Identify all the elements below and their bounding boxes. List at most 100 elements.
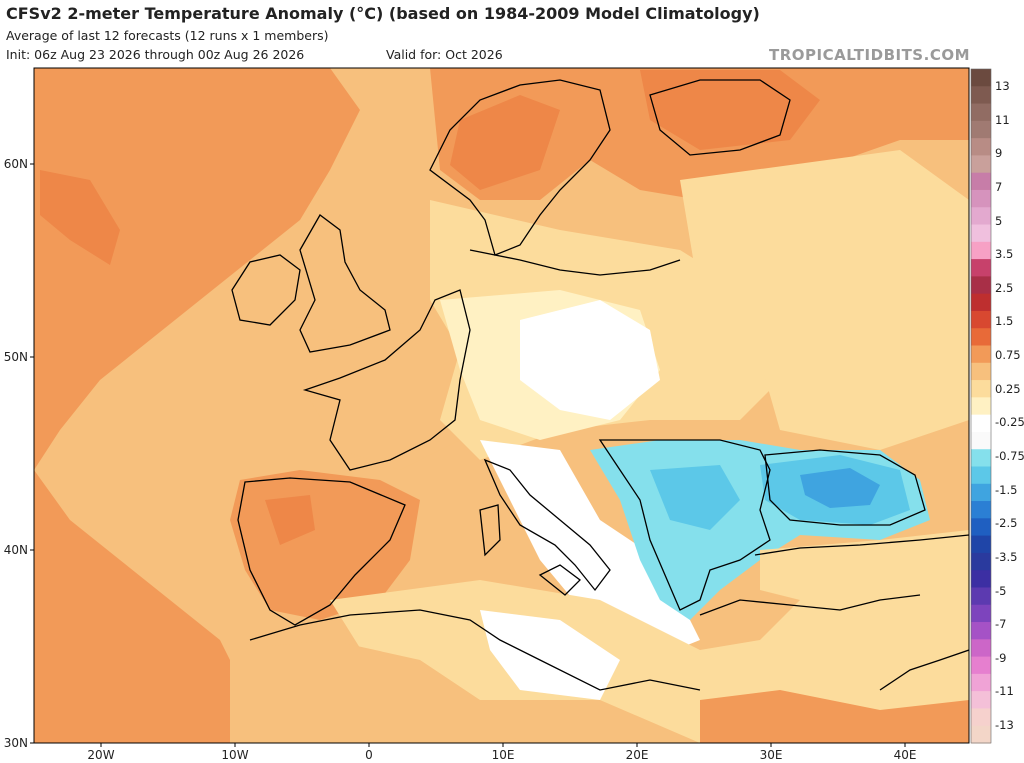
colorbar-segment [971,673,991,692]
coast-levant [879,649,969,691]
colorbar-segment [971,483,991,502]
colorbar-segment [971,138,991,157]
colorbar-segment [971,604,991,623]
field-neutral-italy [480,440,700,660]
field-east-europe-light [680,150,969,450]
colorbar-segment [971,172,991,191]
field-bulgaria-cool [650,465,740,530]
colorbar-segment [971,552,991,571]
colorbar-segment [971,310,991,329]
colorbar-segment [971,414,991,433]
colorbar-segment [971,69,991,87]
lat-label: 60N [4,157,28,171]
colorbar-segment [971,570,991,589]
colorbar-segment [971,224,991,243]
coast-scandinavia [429,79,611,256]
colorbar-segment [971,259,991,277]
colorbar-segment [971,725,991,744]
colorbar-segment [971,380,991,398]
colorbar-segment [971,293,991,312]
map-frame [30,67,970,747]
lon-label: 10W [221,748,248,762]
colorbar-label: -9 [995,650,1007,665]
colorbar-label: 7 [995,179,1003,194]
field-iberia-core [265,495,315,545]
colorbar-segment [971,155,991,174]
colorbar-segment [971,535,991,554]
colorbar [970,68,992,744]
map-title: CFSv2 2-meter Temperature Anomaly (°C) (… [6,4,760,23]
colorbar-segment [971,103,991,122]
colorbar-segment [971,431,991,450]
colorbar-segment [971,501,991,519]
field-warm-core-west [40,170,120,265]
field-france-warm [310,320,470,470]
coast-turkey-north [754,534,969,556]
lon-label: 0 [365,748,373,762]
anomaly-field [34,68,969,743]
lon-label: 10E [492,748,515,762]
colorbar-segment [971,189,991,208]
map-border [33,67,970,744]
coast-finland [649,79,791,156]
coast-baltic-south [469,249,681,276]
colorbar-segment [971,708,991,727]
field-north-africa-warm [230,640,520,743]
colorbar-segment [971,691,991,710]
coast-france [302,289,471,471]
colorbar-segment [971,241,991,260]
colorbar-segment [971,207,991,226]
colorbar-frame [970,68,992,744]
field-turkey-light [760,530,969,610]
map-valid-date: Valid for: Oct 2026 [386,47,503,62]
colorbar-label: 5 [995,213,1003,228]
coast-balkans [598,439,771,611]
lon-label: 40E [894,748,917,762]
colorbar-label: 2.5 [995,280,1014,295]
colorbar-label: -7 [995,617,1007,632]
brand-watermark: TROPICALTIDBITS.COM [769,46,970,64]
colorbar-label: -11 [995,684,1014,699]
coast-ireland [231,254,301,326]
coast-sicily [538,564,581,596]
colorbar-label: -0.25 [995,415,1024,430]
colorbar-label: -0.75 [995,448,1024,463]
colorbar-label: 0.75 [995,348,1021,363]
colorbar-label: 11 [995,112,1010,127]
coast-turkey-south [699,594,921,616]
colorbar-segment [971,362,991,381]
colorbar-label: -2.5 [995,516,1018,531]
colorbar-label: -1.5 [995,482,1018,497]
coastlines [231,79,969,691]
colorbar-label: -3.5 [995,549,1018,564]
coast-sardinia [479,504,501,557]
field-libya-neutral [480,610,620,700]
field-neutral-center [520,300,660,420]
colorbar-segment [971,466,991,485]
colorbar-label: 9 [995,146,1003,161]
colorbar-segment [971,518,991,537]
colorbar-segment [971,276,991,295]
coast-north-africa [249,609,701,691]
colorbar-segment [971,345,991,364]
colorbar-label: 1.5 [995,314,1014,329]
colorbar-label: 3.5 [995,247,1014,262]
colorbar-segment [971,328,991,347]
lon-label: 20E [626,748,649,762]
coast-iberia [237,477,406,626]
coast-britain [299,214,391,353]
lat-label: 50N [4,350,28,364]
field-black-sea-core [800,468,880,508]
field-atlantic-warm [34,68,360,470]
colorbar-label: 0.25 [995,381,1021,396]
lat-label: 40N [4,543,28,557]
colorbar-segment [971,587,991,606]
colorbar-segment [971,656,991,675]
map-subtitle-init: Init: 06z Aug 23 2026 through 00z Aug 26… [6,47,305,62]
colorbar-label: 13 [995,79,1010,93]
colorbar-segment [971,622,991,640]
colorbar-segment [971,86,991,105]
field-atlantic-south-warm [34,470,250,743]
map-subtitle-forecasts: Average of last 12 forecasts (12 runs x … [6,28,329,43]
colorbar-label: -13 [995,718,1014,732]
